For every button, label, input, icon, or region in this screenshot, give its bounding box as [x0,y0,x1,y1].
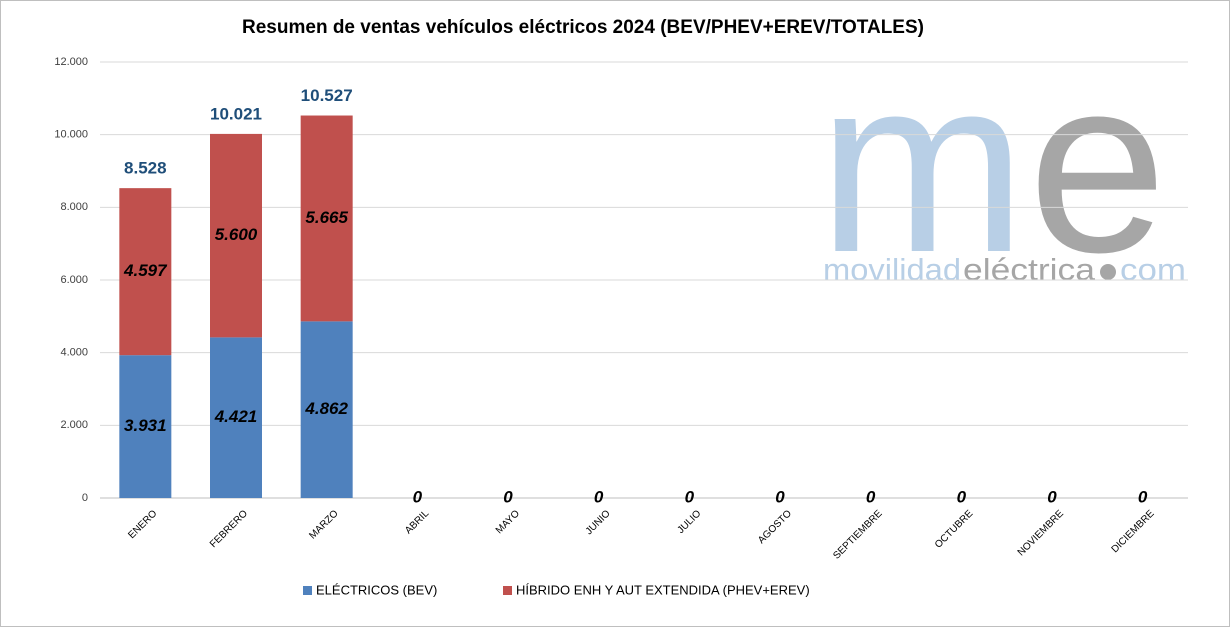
y-tick-label: 6.000 [60,274,88,286]
y-tick-label: 12.000 [54,56,88,68]
legend-label: ELÉCTRICOS (BEV) [316,582,437,597]
bar-segment [119,188,172,356]
chart-title: Resumen de ventas vehículos eléctricos 2… [242,17,924,38]
y-tick-label: 2.000 [60,419,88,431]
data-label: 0 [594,487,604,506]
data-label: 4.862 [304,399,348,418]
y-tick-label: 10.000 [54,129,88,141]
data-label: 4.421 [214,407,258,426]
legend-label: HÍBRIDO ENH Y AUT EXTENDIDA (PHEV+EREV) [516,582,810,597]
watermark-dot [1100,264,1116,280]
watermark-text: movilidad [823,252,961,287]
total-label: 10.527 [301,86,353,105]
total-label: 8.528 [124,159,167,178]
data-label: 4.597 [123,261,168,280]
data-label: 5.600 [215,225,258,244]
data-label: 3.931 [124,416,167,435]
logo-m: m [818,25,1026,304]
bar-segment [300,115,353,322]
legend-swatch [303,586,312,595]
data-label: 0 [866,487,876,506]
total-label: 10.021 [210,104,262,123]
data-label: 5.665 [305,208,348,227]
data-label: 0 [685,487,695,506]
bar-segment [210,337,262,498]
watermark: m e movilidad eléctrica com [818,25,1186,304]
legend-swatch [503,586,512,595]
data-label: 0 [1138,487,1148,506]
data-label: 0 [503,487,513,506]
y-tick-label: 4.000 [60,347,88,359]
y-tick-label: 8.000 [60,201,88,213]
data-label: 0 [413,487,423,506]
bar-segment [119,355,172,498]
y-tick-label: 0 [82,492,88,504]
bar-segment [300,321,353,498]
logo-e: e [1028,25,1167,304]
data-label: 0 [1047,487,1057,506]
data-label: 0 [775,487,785,506]
data-label: 0 [957,487,967,506]
watermark-text: com [1120,252,1186,287]
bar-segment [210,133,262,338]
watermark-text: eléctrica [963,252,1096,287]
